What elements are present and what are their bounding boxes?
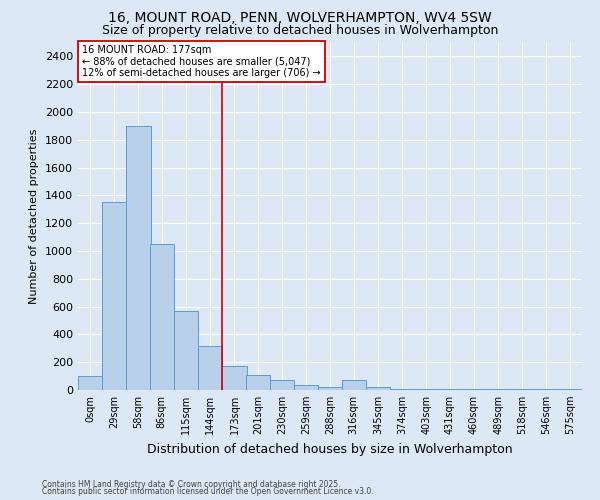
Bar xyxy=(78,376,102,390)
Bar xyxy=(341,380,366,390)
Bar xyxy=(366,387,390,390)
Bar xyxy=(246,374,270,390)
Text: Contains HM Land Registry data © Crown copyright and database right 2025.: Contains HM Land Registry data © Crown c… xyxy=(42,480,341,489)
Y-axis label: Number of detached properties: Number of detached properties xyxy=(29,128,40,304)
Bar xyxy=(319,387,343,390)
Text: 16 MOUNT ROAD: 177sqm
← 88% of detached houses are smaller (5,047)
12% of semi-d: 16 MOUNT ROAD: 177sqm ← 88% of detached … xyxy=(82,46,321,78)
Text: Contains public sector information licensed under the Open Government Licence v3: Contains public sector information licen… xyxy=(42,487,374,496)
Bar xyxy=(127,126,151,390)
Bar xyxy=(174,311,198,390)
Bar xyxy=(294,385,319,390)
X-axis label: Distribution of detached houses by size in Wolverhampton: Distribution of detached houses by size … xyxy=(147,442,513,456)
Bar xyxy=(198,346,223,390)
Text: Size of property relative to detached houses in Wolverhampton: Size of property relative to detached ho… xyxy=(102,24,498,37)
Bar xyxy=(223,366,247,390)
Bar xyxy=(150,244,174,390)
Bar xyxy=(270,380,294,390)
Bar xyxy=(102,202,127,390)
Text: 16, MOUNT ROAD, PENN, WOLVERHAMPTON, WV4 5SW: 16, MOUNT ROAD, PENN, WOLVERHAMPTON, WV4… xyxy=(108,11,492,25)
Bar xyxy=(390,388,414,390)
